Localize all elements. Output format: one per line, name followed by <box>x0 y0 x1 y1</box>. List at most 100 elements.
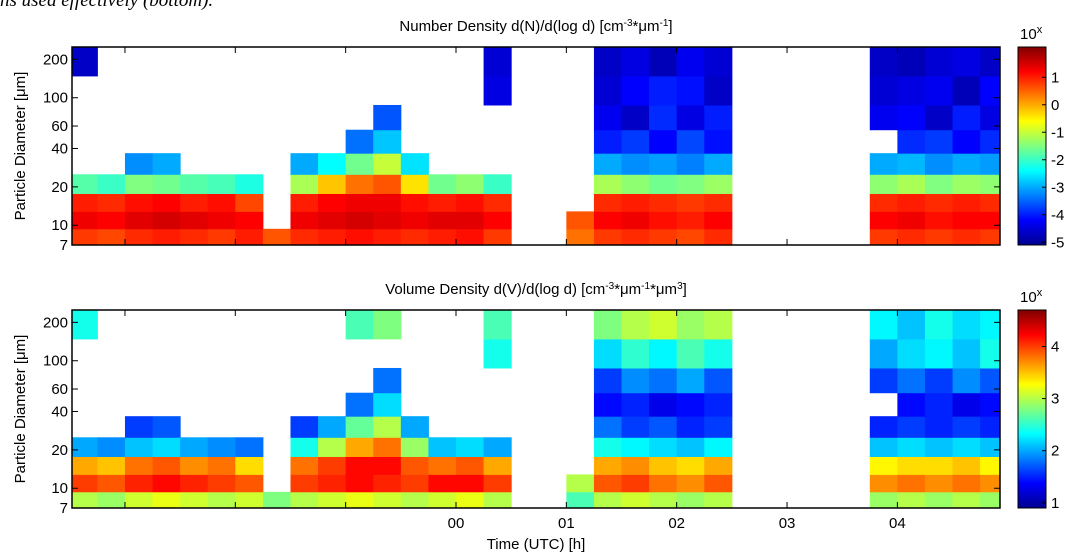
colorbar-label-base: 10 <box>1020 26 1037 43</box>
heat-cell <box>593 75 623 106</box>
heat-cell <box>621 211 650 230</box>
heat-cell <box>72 310 98 340</box>
heat-cell <box>152 437 181 457</box>
heat-cell <box>373 104 402 131</box>
heat-cell <box>924 367 954 394</box>
x-tick-label: 01 <box>558 515 575 532</box>
heat-cell <box>869 211 898 230</box>
heat-cell <box>621 228 650 245</box>
heat-cell <box>704 392 733 417</box>
y-axis-label: Particle Diameter [μm] <box>12 72 29 221</box>
y-tick-label: 60 <box>51 381 68 398</box>
heat-cell <box>897 392 926 417</box>
heat-cell <box>428 456 457 475</box>
heat-cell <box>235 228 264 245</box>
title-part: -1 <box>660 18 669 29</box>
title-part: *μm <box>633 18 660 35</box>
heat-cell <box>676 153 705 175</box>
heat-cell <box>97 211 126 230</box>
heat-cell <box>207 491 236 508</box>
heat-cell <box>869 193 898 212</box>
heat-cell <box>980 174 1000 194</box>
heat-cell <box>593 474 623 493</box>
heat-cell <box>980 211 1000 230</box>
heat-cell <box>649 129 678 154</box>
heat-cell <box>124 416 154 438</box>
heat-cell <box>180 211 209 230</box>
x-axis-label: Time (UTC) [h] <box>487 536 586 553</box>
heat-cell <box>152 491 181 508</box>
heat-cell <box>456 437 485 457</box>
colorbar <box>1017 309 1047 509</box>
heat-cell <box>207 456 236 475</box>
heat-cell <box>373 228 402 245</box>
colorbar-tick-label: 1 <box>1051 495 1059 512</box>
heat-cell <box>897 228 926 245</box>
heat-cell <box>897 47 926 77</box>
heat-cell <box>869 310 898 340</box>
heat-cell <box>593 193 623 212</box>
heat-cell <box>649 228 678 245</box>
heat-cell <box>649 75 678 106</box>
heat-cell <box>456 193 485 212</box>
heat-cell <box>373 367 402 394</box>
heat-cell <box>400 174 429 194</box>
heat-cell <box>952 129 981 154</box>
x-tick-label: 00 <box>448 515 465 532</box>
heat-cell <box>621 474 650 493</box>
heat-cell <box>97 437 126 457</box>
heat-cell <box>290 174 319 194</box>
heat-cell <box>621 367 650 394</box>
heat-cell <box>124 193 154 212</box>
heat-cell <box>952 174 981 194</box>
heat-cell <box>676 211 705 230</box>
heat-cell <box>704 174 733 194</box>
heat-cell <box>207 193 236 212</box>
title-part: -3 <box>624 18 633 29</box>
heat-cell <box>924 174 954 194</box>
heat-cell <box>621 392 650 417</box>
heat-cell <box>235 437 264 457</box>
heat-cell <box>952 47 981 77</box>
heat-cell <box>704 491 733 508</box>
heat-cell <box>952 211 981 230</box>
title-part: *μm <box>614 281 641 298</box>
heat-cell <box>952 416 981 438</box>
heat-cell <box>483 437 512 457</box>
title-part: Volume Density d(V)/d(log d) [cm <box>385 281 605 298</box>
heat-cell <box>704 193 733 212</box>
heat-cell <box>566 211 595 230</box>
heat-cell <box>72 193 98 212</box>
heat-cell <box>97 174 126 194</box>
heat-cell <box>428 211 457 230</box>
heat-cell <box>235 491 264 508</box>
heat-cell <box>704 228 733 245</box>
heat-cell <box>373 437 402 457</box>
heat-cell <box>676 367 705 394</box>
heat-cell <box>593 47 623 77</box>
heat-cell <box>869 338 898 369</box>
heat-cell <box>704 47 733 77</box>
heat-cell <box>483 474 512 493</box>
heat-cell <box>676 310 705 340</box>
heat-cell <box>428 474 457 493</box>
heat-cell <box>952 228 981 245</box>
heat-cell <box>345 437 374 457</box>
heat-cell <box>897 338 926 369</box>
heat-cell <box>621 491 650 508</box>
heat-cell <box>483 47 512 77</box>
heat-cell <box>649 392 678 417</box>
heat-cell <box>649 193 678 212</box>
heat-cell <box>924 416 954 438</box>
heat-cell <box>373 174 402 194</box>
heat-cell <box>318 153 347 175</box>
heat-cell <box>676 474 705 493</box>
heat-cell <box>318 474 347 493</box>
heat-cell <box>952 193 981 212</box>
heat-cell <box>952 310 981 340</box>
heat-cell <box>869 456 898 475</box>
heat-cell <box>483 310 512 340</box>
heat-cell <box>980 228 1000 245</box>
y-tick-label: 60 <box>51 118 68 135</box>
heat-cell <box>180 174 209 194</box>
